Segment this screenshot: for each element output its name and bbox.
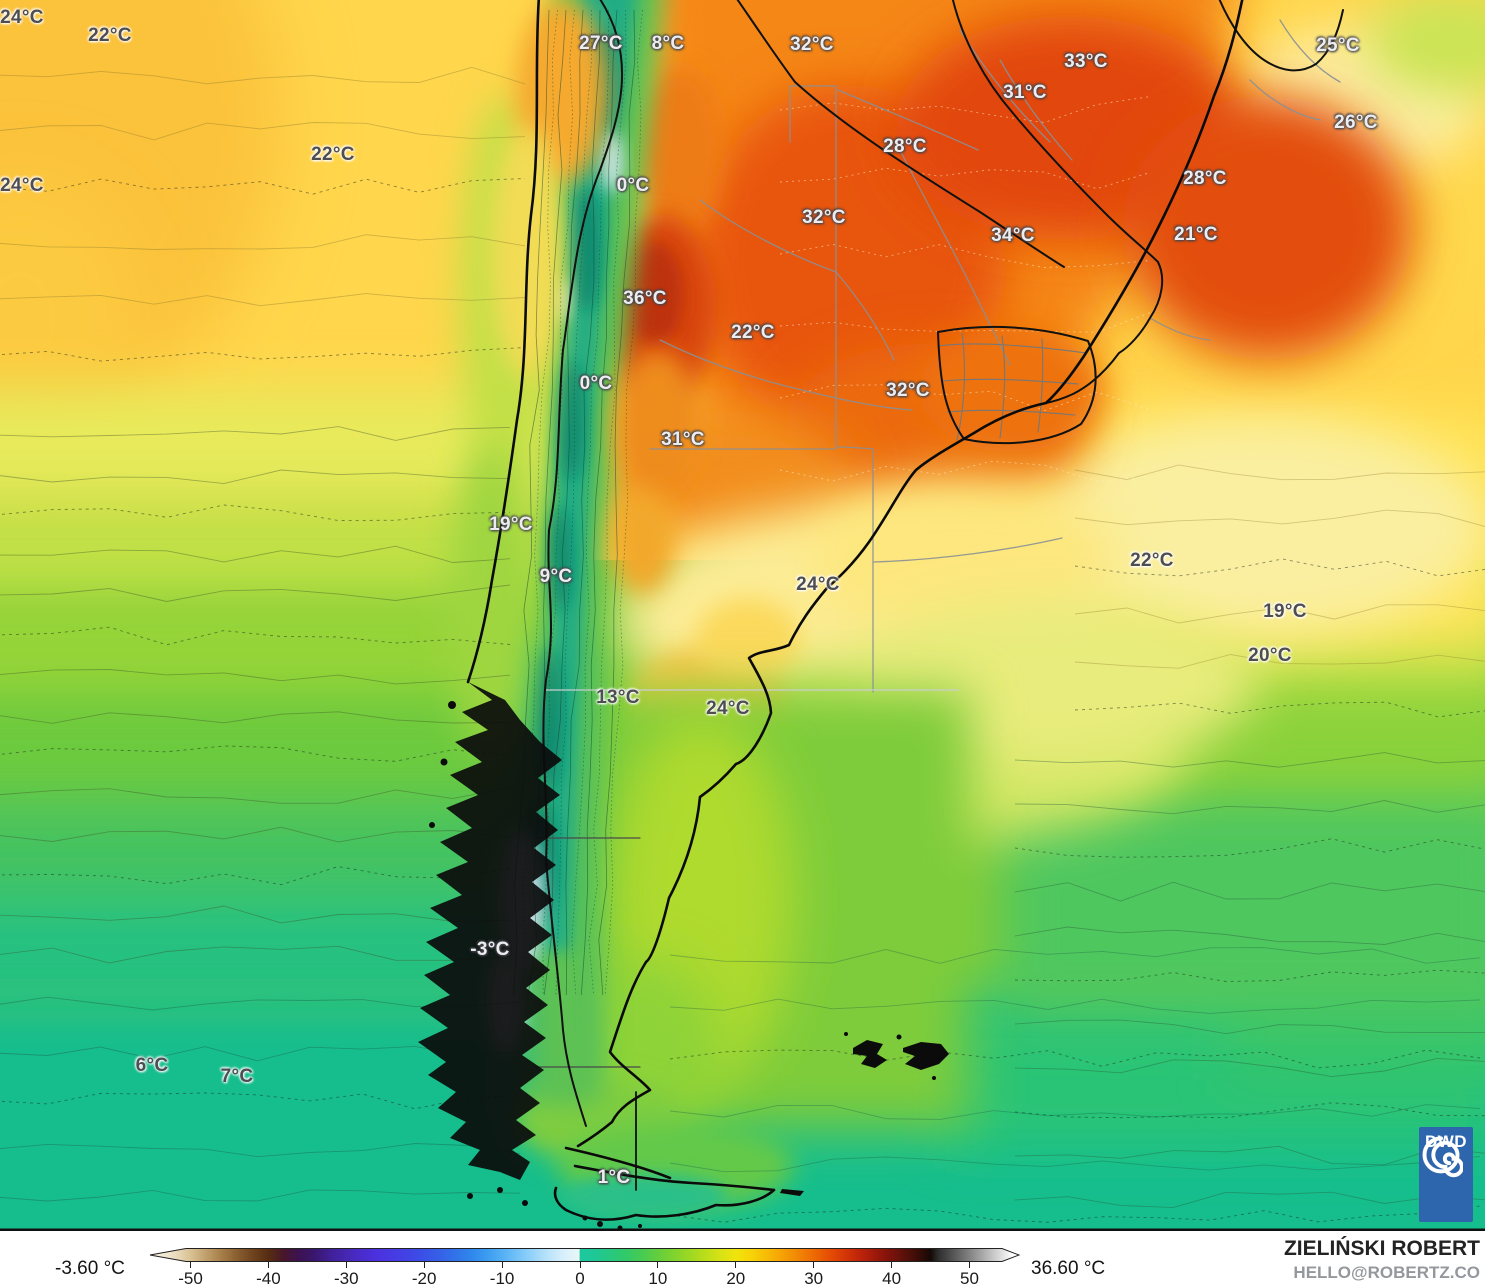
temperature-label: 32°C: [802, 207, 846, 228]
temperature-label: 24°C: [706, 698, 750, 719]
colorbar-tick-mark: [891, 1261, 893, 1268]
colorbar-tick-label: 30: [804, 1269, 824, 1287]
temperature-label: 13°C: [596, 687, 640, 708]
colorbar-tick-mark: [501, 1261, 503, 1268]
country-borders: [542, 0, 1344, 1191]
colorbar-tick-label: 50: [960, 1269, 979, 1287]
colorbar-ticks: -50 -40 -30 -20 -10 0 10 20 30 40 50: [0, 1231, 1485, 1287]
colorbar-tick-mark: [657, 1261, 659, 1268]
footer: -3.60 °C 36.60 °C -50 -40 -30 -20 -10 0 10 20 30…: [0, 1231, 1485, 1287]
temperature-label: 28°C: [1183, 168, 1227, 189]
colorbar-tick-label: 0: [575, 1269, 585, 1287]
colorbar-tick-label: 40: [882, 1269, 902, 1287]
colorbar-min-label: -3.60 °C: [55, 1258, 125, 1279]
temperature-field: [0, 0, 1485, 1231]
colorbar-tick-mark: [579, 1261, 581, 1268]
credit-name: ZIELIŃSKI ROBERT: [1283, 1237, 1480, 1260]
temperature-label: 25°C: [1316, 35, 1360, 56]
temperature-label: 31°C: [661, 429, 705, 450]
colorbar-tick-label: -40: [256, 1269, 281, 1287]
map-canvas: [0, 0, 1485, 1231]
colorbar-tick-label: -50: [178, 1269, 203, 1287]
colorbar: [149, 1248, 1021, 1262]
colorbar-tick-mark: [190, 1261, 191, 1268]
temperature-label: 26°C: [1334, 112, 1378, 133]
borders-coastlines: [418, 0, 1344, 1231]
temperature-label: 7°C: [220, 1066, 254, 1087]
temperature-label: -3°C: [470, 939, 510, 960]
colorbar-tick-label: 20: [726, 1269, 746, 1287]
colorbar-tick-mark: [423, 1261, 425, 1268]
temperature-label: 19°C: [489, 514, 533, 535]
temperature-label: 33°C: [1064, 51, 1108, 72]
temperature-label: 24°C: [796, 574, 840, 595]
colorbar-tick-label: -30: [334, 1269, 359, 1287]
temperature-label: 22°C: [311, 144, 355, 165]
temperature-label: 21°C: [1174, 224, 1218, 245]
temperature-label: 32°C: [886, 380, 930, 401]
contour-lines: [0, 9, 1485, 1223]
temperature-label: 36°C: [623, 288, 667, 309]
dwd-logo: DWD: [1419, 1127, 1473, 1222]
fjords-archipelago: [418, 682, 949, 1231]
temperature-map: 24°C 22°C 24°C 22°C 27°C 8°C 32°C 33°C 25°C 31°C 2…: [0, 0, 1485, 1231]
temperature-label: 0°C: [579, 373, 613, 394]
temperature-label: 6°C: [135, 1055, 169, 1076]
credit-email: HELLO@ROBERTZ.CO: [1293, 1263, 1480, 1282]
temperature-label: 1°C: [597, 1167, 631, 1188]
colorbar-tick-label: 10: [648, 1269, 668, 1287]
colorbar-max-label: 36.60 °C: [1031, 1258, 1106, 1279]
temperature-label: 24°C: [0, 175, 44, 196]
temperature-label: 9°C: [539, 566, 573, 587]
temperature-label: 19°C: [1263, 601, 1307, 622]
temperature-label: 32°C: [790, 34, 834, 55]
colorbar-bar: [149, 1248, 1021, 1262]
temperature-label: 20°C: [1248, 645, 1292, 666]
temperature-label: 22°C: [88, 25, 132, 46]
temperature-label: 27°C: [579, 33, 623, 54]
province-borders: [649, 19, 1341, 693]
temperature-label: 28°C: [883, 136, 927, 157]
temperature-label: 24°C: [0, 7, 44, 28]
coastline: [466, 0, 1244, 1221]
temperature-label: 8°C: [651, 33, 685, 54]
colorbar-tick-mark: [267, 1261, 269, 1268]
colorbar-tick-mark: [813, 1261, 815, 1268]
dwd-spiral-icon: [1422, 1136, 1463, 1178]
temperature-label: 34°C: [991, 225, 1035, 246]
colorbar-tick-mark: [969, 1261, 970, 1268]
temperature-label: 22°C: [731, 322, 775, 343]
temperature-label: 0°C: [616, 175, 650, 196]
map-bottom-edge: [0, 1228, 1485, 1231]
temperature-label-layer: 24°C 22°C 24°C 22°C 27°C 8°C 32°C 33°C 25°C 31°C 2…: [0, 7, 1378, 1188]
temperature-label: 22°C: [1130, 550, 1174, 571]
colorbar-tick-mark: [735, 1261, 737, 1268]
colorbar-tick-label: -20: [411, 1269, 437, 1287]
temperature-label: 31°C: [1003, 82, 1047, 103]
colorbar-tick-mark: [345, 1261, 347, 1268]
colorbar-tick-label: -10: [489, 1269, 515, 1287]
